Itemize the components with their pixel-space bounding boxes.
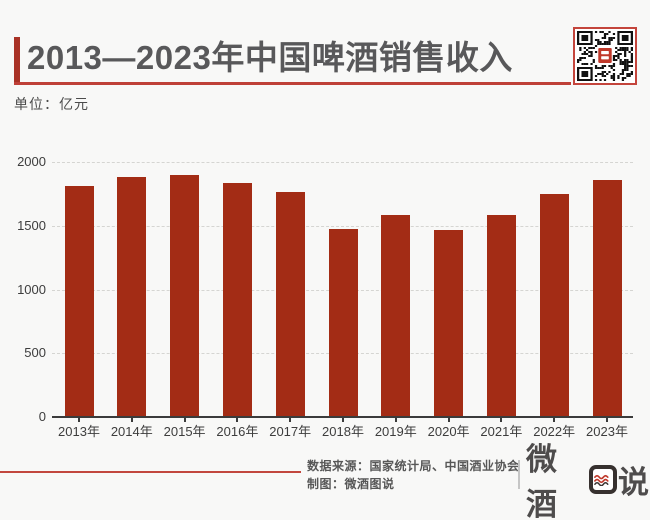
bar-2013年 [64,185,94,417]
credit-label: 制图：微酒图说 [307,477,395,491]
title-underline [14,82,571,85]
x-tick-2021年 [500,418,503,422]
bar-2016年 [222,183,252,417]
bar-2017年 [275,191,305,417]
bar-2022年 [539,193,569,417]
bar-2018年 [328,229,358,417]
gridline-1500 [52,225,633,227]
y-tick-label-2000: 2000 [17,154,46,169]
y-tick-label-1000: 1000 [17,281,46,297]
brand-logo: 微酒 说 [526,442,650,520]
x-tick-2017年 [289,418,292,422]
x-tick-label-2013年: 2013年 [58,424,100,439]
x-tick-label-2018年: 2018年 [322,424,364,439]
logo-text-left: 微酒 [526,442,558,520]
x-tick-2016年 [236,418,239,422]
x-tick-label-2017年: 2017年 [269,424,312,439]
y-tick-label-1500: 1500 [17,217,46,233]
x-tick-label-2023年: 2023年 [586,424,628,439]
y-tick-label-500: 500 [24,345,46,361]
bar-2023年 [592,179,622,417]
bar-2020年 [434,229,464,417]
x-tick-label-2014年: 2014年 [110,424,153,439]
title-accent-bar [14,37,20,83]
x-tick-2015年 [183,418,186,422]
x-tick-label-2021年: 2021年 [480,424,523,439]
bar-2021年 [486,214,516,417]
x-tick-2014年 [130,418,133,422]
gridline-2000 [52,162,633,163]
x-tick-label-2015年: 2015年 [163,424,206,439]
logo-text-right: 说 [618,464,650,500]
y-tick-label-0: 0 [38,409,46,424]
x-tick-label-2019年: 2019年 [374,424,417,439]
footer-divider [518,460,520,489]
x-tick-2023年 [606,418,608,422]
x-tick-label-2020年: 2020年 [427,424,470,439]
bar-2015年 [170,175,200,417]
x-axis-line [52,416,633,418]
page-title: 2013—2023年中国啤酒销售收入 [27,39,513,76]
logo-wave-box-icon [588,464,617,494]
data-source-label: 数据来源：国家统计局、中国酒业协会 [307,459,520,473]
bar-2019年 [381,215,411,417]
qr-code-icon [573,27,637,85]
x-tick-label-2022年: 2022年 [533,424,576,439]
unit-label: 单位：亿元 [14,96,89,112]
bar-2014年 [117,176,147,417]
x-tick-2018年 [342,418,344,422]
plot-area [52,162,633,417]
x-tick-2019年 [394,418,397,422]
footer-red-line [0,471,301,473]
x-tick-label-2016年: 2016年 [216,424,259,439]
x-tick-2022年 [553,418,556,422]
x-tick-2013年 [78,418,80,422]
x-tick-2020年 [447,418,450,422]
